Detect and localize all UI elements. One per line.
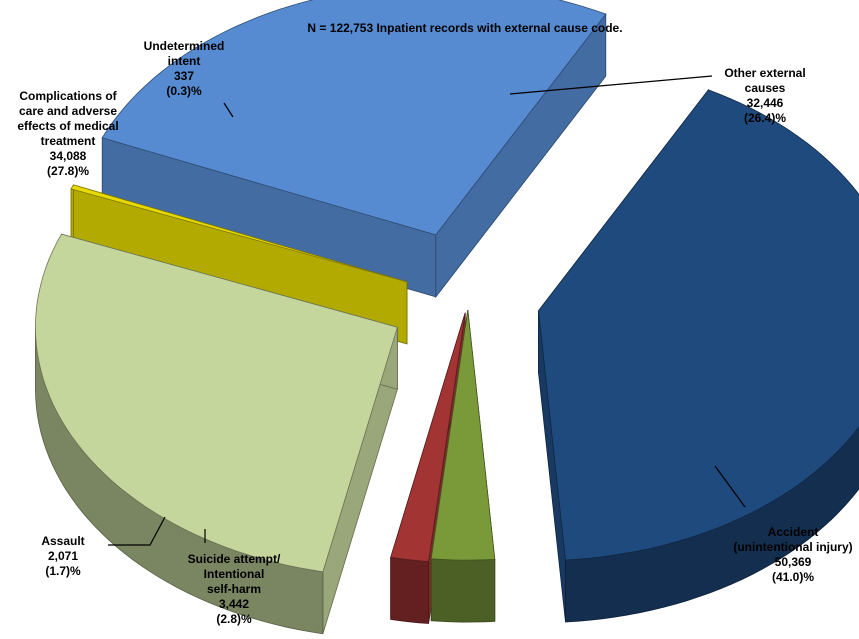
slice-label-2: Assault 2,071 (1.7)% — [41, 534, 84, 578]
pie-slice-0 — [538, 89, 859, 561]
chart-title: N = 122,753 Inpatient records with exter… — [307, 21, 622, 35]
leader-line-4 — [223, 102, 234, 118]
pie-slice-3 — [34, 233, 398, 573]
slice-side-2-0 — [390, 556, 429, 624]
leader-line-2 — [108, 516, 166, 546]
slice-label-0: Accident (unintentional injury) 50,369 (41.… — [733, 525, 852, 584]
slice-label-5: Other external causes 32,446 (26.4)% — [724, 66, 805, 125]
slice-label-1: Suicide attempt/Intentional self-harm 3,44… — [188, 552, 281, 626]
slice-labels: Accident (unintentional injury) 50,369 (41.… — [17, 39, 852, 626]
pie-slice-4 — [70, 184, 408, 283]
slice-label-3: Complications of care and adverse effects … — [17, 89, 118, 178]
pie-slice-5 — [101, 0, 607, 236]
leader-lines — [108, 75, 746, 546]
pie-slice-2 — [390, 312, 466, 562]
slice-side-1-0 — [430, 558, 496, 623]
pie-slice-1 — [430, 310, 496, 561]
slice-label-4: Undetermined intent 337 (0.3)% — [144, 39, 225, 98]
leader-line-0 — [714, 465, 746, 508]
slice-tops — [34, 0, 859, 573]
leader-line-5 — [509, 75, 713, 95]
